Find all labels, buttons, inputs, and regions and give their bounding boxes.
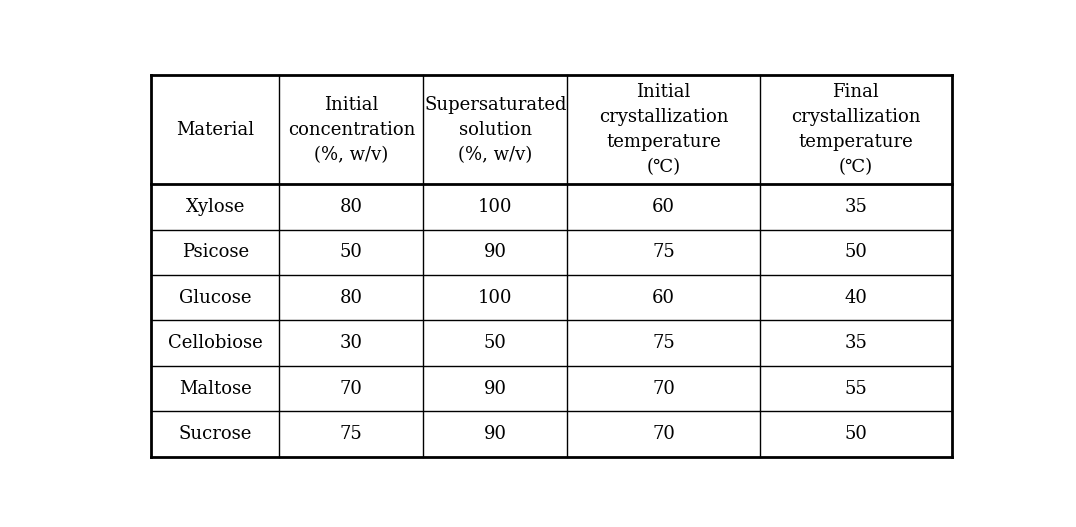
Text: Sucrose: Sucrose	[179, 425, 252, 443]
Text: Cellobiose: Cellobiose	[168, 334, 263, 352]
Text: 90: 90	[484, 243, 507, 261]
Text: 60: 60	[652, 289, 675, 307]
Text: 70: 70	[652, 425, 675, 443]
Text: Xylose: Xylose	[185, 198, 245, 216]
Text: 30: 30	[340, 334, 363, 352]
Text: Final
crystallization
temperature
(℃): Final crystallization temperature (℃)	[791, 83, 920, 176]
Text: 50: 50	[845, 425, 867, 443]
Text: Psicose: Psicose	[182, 243, 249, 261]
Text: 40: 40	[845, 289, 867, 307]
Text: 90: 90	[484, 379, 507, 398]
Text: 50: 50	[845, 243, 867, 261]
Text: 80: 80	[340, 289, 363, 307]
Text: 70: 70	[652, 379, 675, 398]
Text: 35: 35	[845, 198, 867, 216]
Text: 100: 100	[478, 198, 512, 216]
Text: 90: 90	[484, 425, 507, 443]
Text: 80: 80	[340, 198, 363, 216]
Text: 100: 100	[478, 289, 512, 307]
Text: Initial
crystallization
temperature
(℃): Initial crystallization temperature (℃)	[598, 83, 728, 176]
Text: Supersaturated
solution
(%, w/v): Supersaturated solution (%, w/v)	[424, 96, 567, 164]
Text: 60: 60	[652, 198, 675, 216]
Text: Glucose: Glucose	[179, 289, 252, 307]
Text: Initial
concentration
(%, w/v): Initial concentration (%, w/v)	[287, 96, 415, 164]
Text: 55: 55	[845, 379, 867, 398]
Text: 50: 50	[484, 334, 507, 352]
Text: Material: Material	[176, 121, 254, 139]
Text: 75: 75	[652, 334, 675, 352]
Text: Maltose: Maltose	[179, 379, 252, 398]
Text: 50: 50	[340, 243, 363, 261]
Text: 75: 75	[340, 425, 363, 443]
Text: 75: 75	[652, 243, 675, 261]
Text: 70: 70	[340, 379, 363, 398]
Text: 35: 35	[845, 334, 867, 352]
